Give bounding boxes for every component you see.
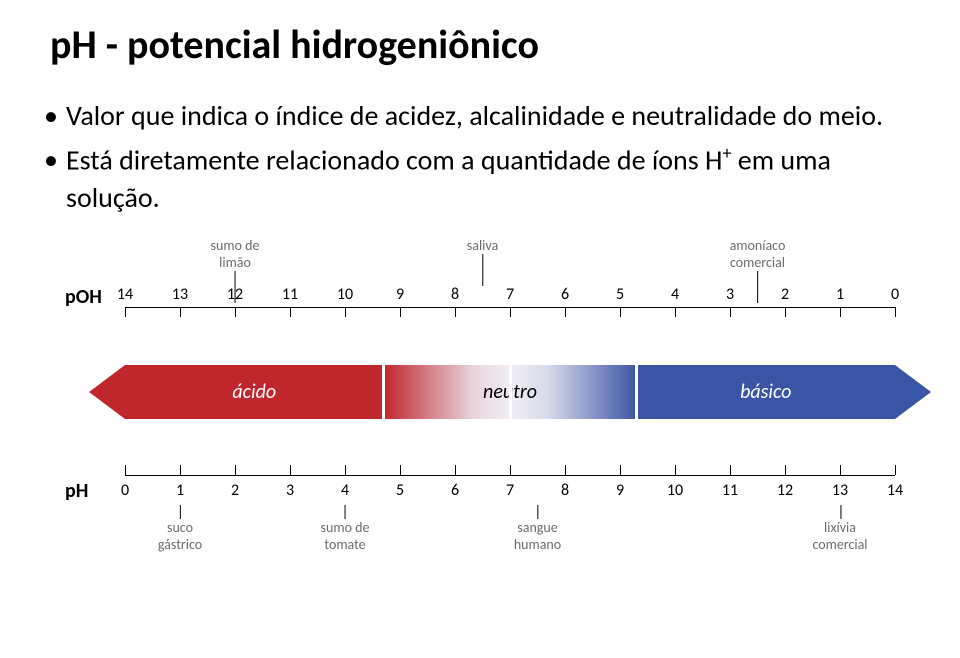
ph-tick: 6: [451, 481, 459, 500]
poh-tick: 13: [172, 285, 188, 304]
ph-tick: 13: [832, 481, 848, 500]
bullet-list: Valor que indica o índice de acidez, alc…: [40, 97, 920, 217]
page-title: pH - potencial hidrogeniônico: [50, 20, 920, 69]
poh-tick: 11: [282, 285, 298, 304]
poh-tick: 12: [227, 285, 243, 304]
arrow-head-left-icon: [89, 365, 125, 419]
bottom-callout: sucogástrico: [158, 519, 202, 553]
ph-tick: 0: [121, 481, 129, 500]
ph-tick: 9: [616, 481, 624, 500]
poh-tick: 14: [117, 285, 133, 304]
region-separator: [635, 362, 638, 422]
ph-tick: 11: [722, 481, 738, 500]
ph-axis-label: pH: [65, 479, 88, 503]
ph-tick: 12: [777, 481, 793, 500]
poh-axis-label: pOH: [65, 285, 102, 309]
poh-tick: 9: [396, 285, 404, 304]
poh-tick: 1: [836, 285, 844, 304]
poh-tick: 8: [451, 285, 459, 304]
ph-scale-chart: sumo delimãosalivaamoníacocomercialpOH14…: [65, 237, 895, 577]
ph-tick: 7: [506, 481, 514, 500]
region-separator: [509, 362, 512, 422]
bottom-callout: sumo detomate: [321, 519, 370, 553]
ph-tick: 3: [286, 481, 294, 500]
ph-tick: 5: [396, 481, 404, 500]
ph-tick: 4: [341, 481, 349, 500]
ph-tick: 1: [176, 481, 184, 500]
poh-tick: 6: [561, 285, 569, 304]
bottom-callout: lixíviacomercial: [812, 519, 867, 553]
poh-tick: 0: [891, 285, 899, 304]
top-callout: amoníacocomercial: [730, 237, 786, 271]
bullet-2-pre: Está diretamente relacionado com a quant…: [66, 142, 722, 177]
ph-tick: 2: [231, 481, 239, 500]
top-callout: saliva: [467, 237, 498, 254]
poh-tick: 2: [781, 285, 789, 304]
bullet-1: Valor que indica o índice de acidez, alc…: [40, 97, 920, 135]
region-separator: [382, 362, 385, 422]
arrow-head-right-icon: [895, 365, 931, 419]
region-básico: básico: [637, 365, 896, 419]
region-ácido: ácido: [125, 365, 384, 419]
poh-tick: 7: [506, 285, 514, 304]
bullet-2: Está diretamente relacionado com a quant…: [40, 141, 920, 217]
ph-tick: 10: [667, 481, 683, 500]
top-callout: sumo delimão: [211, 237, 260, 271]
poh-tick: 10: [337, 285, 353, 304]
bottom-callout: sanguehumano: [514, 519, 561, 553]
poh-tick: 5: [616, 285, 624, 304]
poh-tick: 4: [671, 285, 679, 304]
ph-tick: 14: [887, 481, 903, 500]
ph-tick: 8: [561, 481, 569, 500]
poh-tick: 3: [726, 285, 734, 304]
